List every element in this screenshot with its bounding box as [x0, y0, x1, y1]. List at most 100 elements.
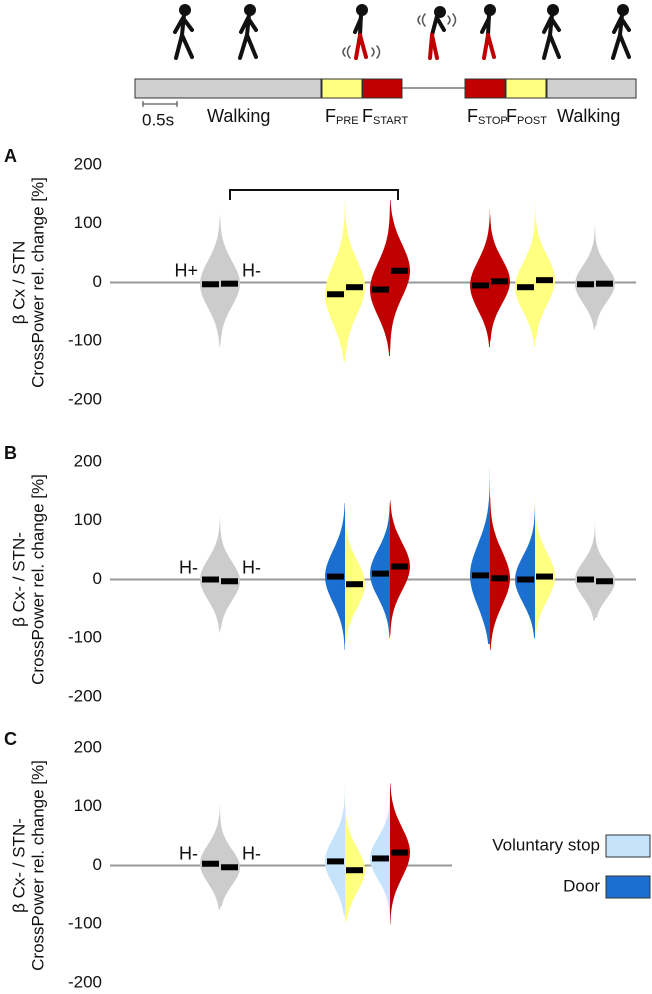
- mean-bar: [221, 864, 238, 871]
- y-tick-label: -200: [68, 389, 102, 408]
- phase-label: Walking: [557, 106, 620, 126]
- violin-half: [220, 520, 240, 630]
- mean-bar: [327, 858, 344, 865]
- phase-label-main: F: [362, 106, 373, 126]
- y-axis-label: CrossPower rel. change [%]: [28, 474, 47, 685]
- violin-half: [325, 197, 345, 362]
- violin-half: [200, 214, 220, 348]
- phase-label-main: F: [467, 106, 478, 126]
- mean-bar: [536, 573, 553, 580]
- mean-bar: [491, 278, 508, 285]
- violin-half: [575, 520, 595, 621]
- mean-bar: [596, 578, 613, 585]
- mean-bar: [577, 576, 594, 583]
- timeline: [134, 78, 637, 107]
- y-tick-label: 200: [74, 451, 102, 470]
- panel-label: A: [4, 146, 17, 166]
- legend-swatch: [605, 875, 651, 899]
- phase-label-sub: STOP: [478, 115, 508, 127]
- violin-half: [535, 200, 555, 339]
- y-tick-label: -100: [68, 628, 102, 647]
- mean-bar: [472, 572, 489, 579]
- mean-bar: [372, 286, 389, 293]
- mean-bar: [517, 284, 534, 291]
- violin-half: [200, 517, 220, 633]
- panel-label: B: [4, 443, 17, 463]
- violin-half: [470, 467, 490, 645]
- y-tick-label: 100: [74, 796, 102, 815]
- y-axis-label: CrossPower rel. change [%]: [28, 760, 47, 971]
- phase-label: FPRE: [325, 106, 359, 127]
- mean-bar: [221, 578, 238, 585]
- annotation: H-: [242, 557, 261, 577]
- mean-bar: [372, 570, 389, 577]
- annotation: H-: [179, 557, 198, 577]
- mean-bar: [491, 575, 508, 582]
- mean-bar: [596, 280, 613, 287]
- violin-half: [325, 786, 345, 916]
- y-tick-label: -100: [68, 914, 102, 933]
- annotation: H-: [242, 260, 261, 280]
- y-tick-label: 200: [74, 737, 102, 756]
- phase-label-sub: PRE: [336, 115, 359, 127]
- y-axis-label: β Cx / STN: [9, 241, 28, 324]
- mean-bar: [202, 576, 219, 583]
- y-tick-label: -100: [68, 331, 102, 350]
- mean-bar: [536, 277, 553, 284]
- mean-bar: [577, 281, 594, 288]
- legend-label: Door: [563, 876, 600, 895]
- phase-label: FPOST: [506, 106, 547, 127]
- violin-half: [470, 209, 490, 348]
- phase-label-main: F: [325, 106, 336, 126]
- mean-bar: [346, 867, 363, 874]
- y-tick-label: 0: [93, 272, 102, 291]
- mean-bar: [327, 573, 344, 580]
- legend-swatch: [605, 834, 651, 858]
- mean-bar: [346, 284, 363, 291]
- panel-label: C: [4, 729, 17, 749]
- violin-half: [575, 223, 595, 330]
- violin-half: [595, 226, 615, 327]
- violin-half: [595, 523, 615, 618]
- legend-label: Voluntary stop: [492, 835, 600, 854]
- y-tick-label: 100: [74, 213, 102, 232]
- y-axis-label: β Cx- / STN-: [9, 818, 28, 913]
- y-tick-label: 0: [93, 855, 102, 874]
- violin-half: [220, 806, 240, 907]
- violin-half: [490, 497, 510, 650]
- phase-label: Walking: [207, 106, 270, 126]
- violin-half: [490, 214, 510, 342]
- mean-bar: [391, 267, 408, 274]
- y-tick-label: 0: [93, 569, 102, 588]
- y-axis-label: β Cx- / STN-: [9, 532, 28, 627]
- y-tick-label: -200: [68, 972, 102, 991]
- violin-half: [345, 795, 365, 922]
- y-tick-label: 100: [74, 510, 102, 529]
- violin-half: [345, 200, 365, 353]
- mean-bar: [391, 849, 408, 856]
- violin-half: [535, 497, 555, 633]
- violin-half: [370, 795, 390, 913]
- mean-bar: [517, 576, 534, 583]
- phase-label-sub: START: [373, 115, 408, 127]
- annotation: H-: [242, 843, 261, 863]
- phase-label: FSTOP: [467, 106, 508, 127]
- mean-bar: [391, 563, 408, 570]
- y-tick-label: -200: [68, 686, 102, 705]
- mean-bar: [202, 860, 219, 867]
- mean-bar: [327, 291, 344, 298]
- phase-label-main: F: [506, 106, 517, 126]
- violin-half: [515, 506, 535, 639]
- phase-label: FSTART: [362, 106, 408, 127]
- mean-bar: [346, 581, 363, 588]
- mean-bar: [221, 280, 238, 287]
- violin-half: [370, 206, 390, 356]
- bracket: [229, 189, 399, 200]
- mean-bar: [372, 855, 389, 862]
- annotation: H-: [179, 843, 198, 863]
- y-tick-label: 200: [74, 154, 102, 173]
- walkers: [173, 4, 631, 60]
- violin-half: [200, 800, 220, 910]
- violin-half: [515, 212, 535, 348]
